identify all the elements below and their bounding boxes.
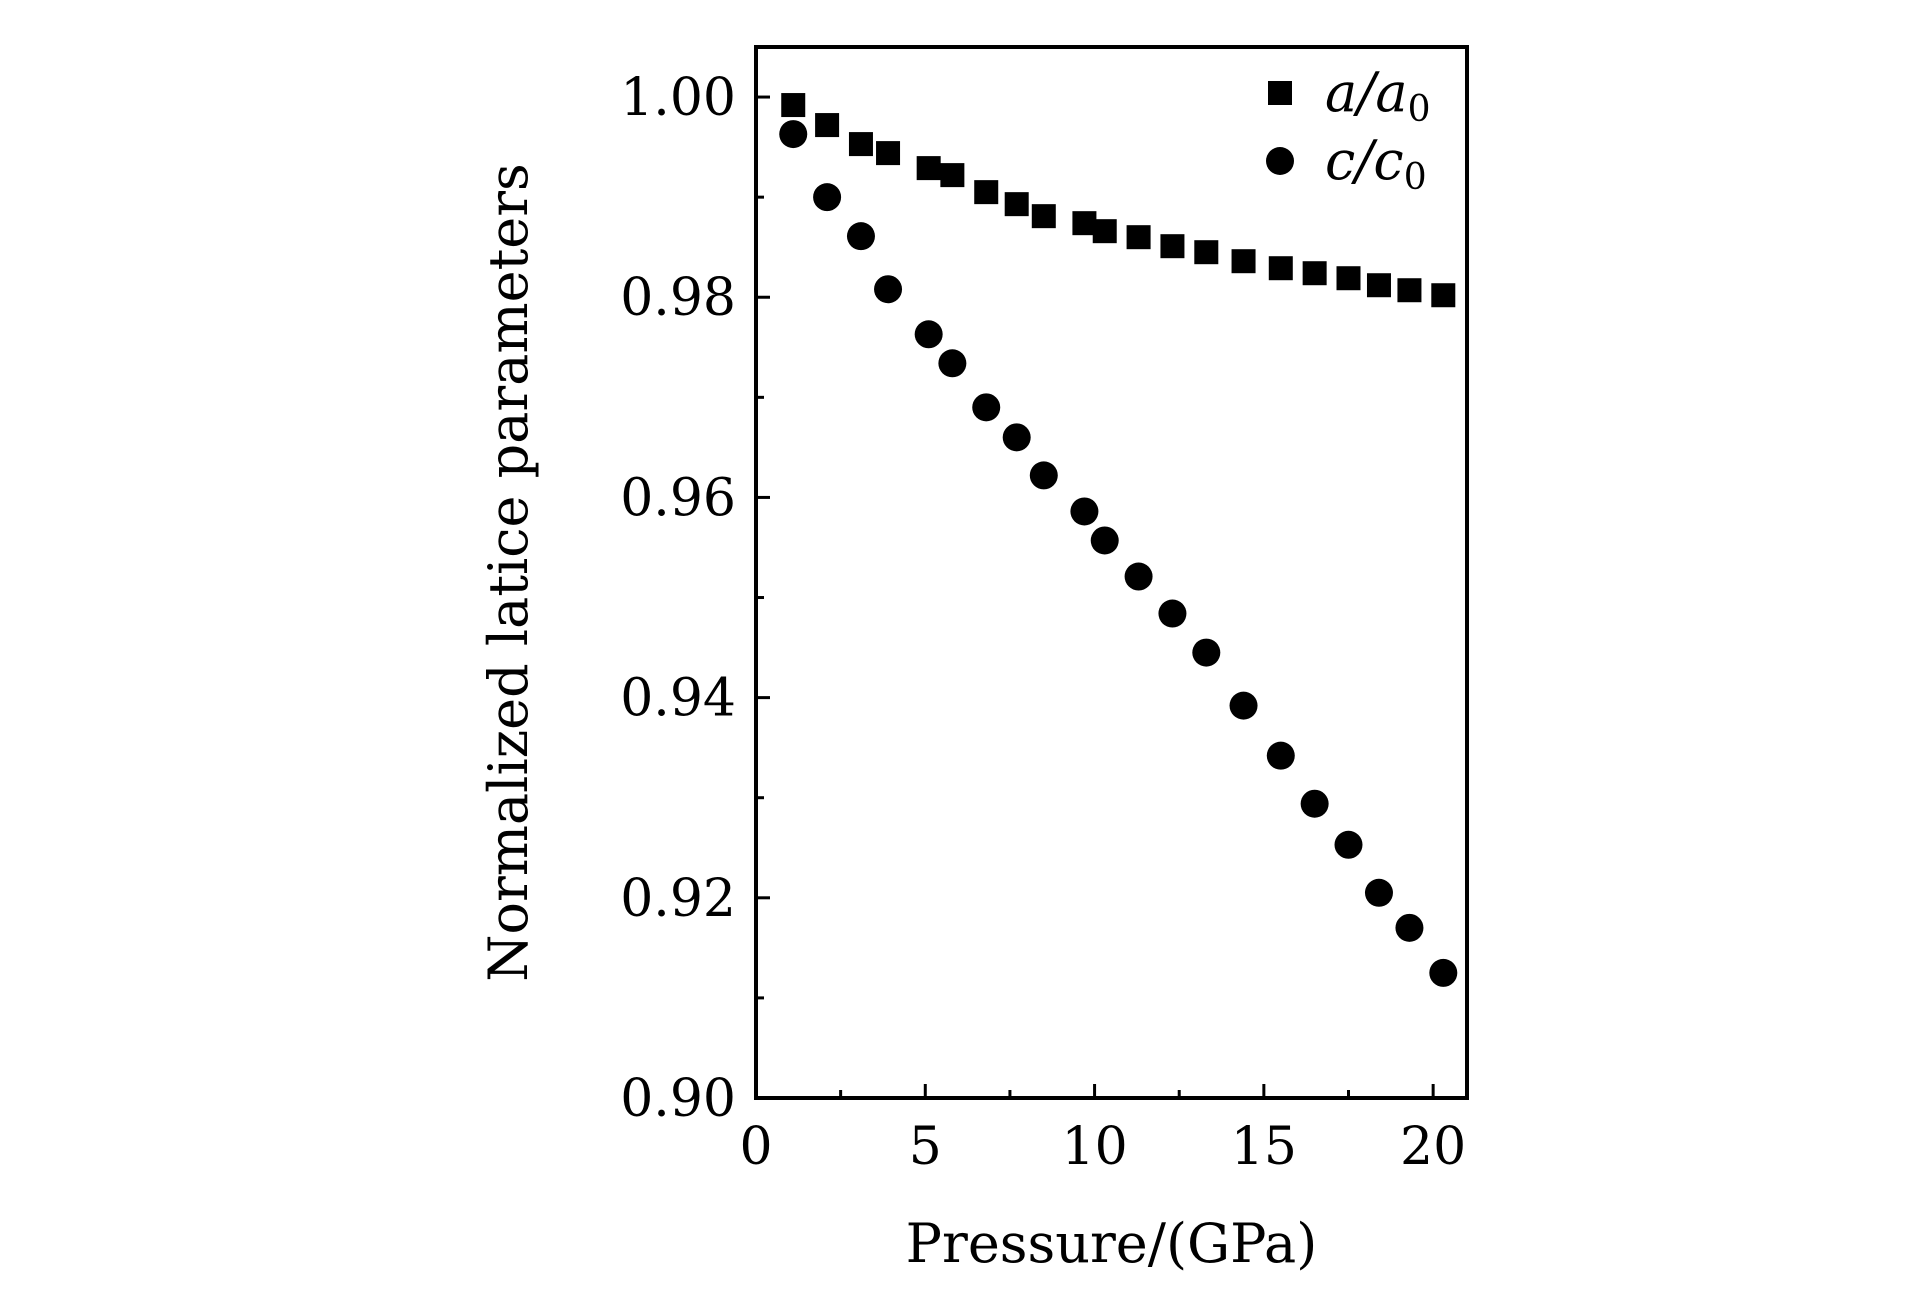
data-point-square xyxy=(974,180,999,205)
data-point-circle xyxy=(1300,789,1329,818)
data-point-circle xyxy=(813,183,842,212)
x-axis-title: Pressure/(GPa) xyxy=(906,1212,1318,1275)
y-axis-title: Normalized latice parameters xyxy=(477,163,540,982)
data-point-square xyxy=(1397,278,1422,303)
data-point-square xyxy=(1004,192,1029,217)
y-axis: 0.90 0.92 0.94 0.96 0.98 1.00 xyxy=(620,68,770,1129)
y-tick-label: 0.90 xyxy=(620,1069,736,1129)
data-point-square xyxy=(1336,266,1361,291)
data-point-square xyxy=(1072,211,1097,236)
data-point-square xyxy=(1031,204,1056,229)
legend-marker-square xyxy=(1268,81,1292,105)
x-tick-label: 5 xyxy=(909,1117,942,1177)
data-point-square xyxy=(1431,283,1456,308)
y-tick-label: 0.96 xyxy=(620,468,736,528)
data-point-circle xyxy=(1229,691,1258,720)
data-point-circle xyxy=(1192,638,1221,667)
data-point-circle xyxy=(1266,741,1295,770)
legend-label: c/c0 xyxy=(1325,129,1427,198)
y-tick-label: 1.00 xyxy=(620,68,736,128)
x-tick-label: 20 xyxy=(1400,1117,1466,1177)
data-point-circle xyxy=(1029,461,1058,490)
data-point-circle xyxy=(1395,913,1424,942)
data-point-circle xyxy=(938,349,967,378)
plot-frame xyxy=(754,45,1469,1100)
data-point-circle xyxy=(1364,878,1393,907)
data-point-square xyxy=(815,113,840,138)
data-point-circle xyxy=(1429,958,1458,987)
data-point-square xyxy=(1194,240,1219,265)
data-point-square xyxy=(1302,261,1327,286)
x-tick-label: 10 xyxy=(1061,1117,1127,1177)
data-point-square xyxy=(1160,234,1185,259)
data-point-circle xyxy=(972,393,1001,422)
data-point-square xyxy=(781,93,806,118)
data-point-square xyxy=(1092,219,1117,244)
data-point-circle xyxy=(846,222,875,251)
data-point-square xyxy=(916,156,941,181)
data-point-circle xyxy=(1090,526,1119,555)
data-point-square xyxy=(876,141,901,166)
data-point-square xyxy=(1366,273,1391,298)
data-point-circle xyxy=(914,320,943,349)
data-point-circle xyxy=(1070,497,1099,526)
data-point-circle xyxy=(1002,423,1031,452)
legend: a/a0c/c0 xyxy=(1266,61,1431,198)
legend-marker-circle xyxy=(1266,147,1294,175)
legend-label: a/a0 xyxy=(1325,61,1431,130)
data-series xyxy=(779,93,1458,987)
y-tick-label: 0.92 xyxy=(620,869,736,929)
x-tick-label: 0 xyxy=(739,1117,772,1177)
data-point-square xyxy=(1126,225,1151,250)
data-point-square xyxy=(1268,256,1293,281)
data-point-square xyxy=(848,132,873,157)
y-tick-label: 0.94 xyxy=(620,669,736,729)
data-point-circle xyxy=(1124,562,1153,591)
data-point-circle xyxy=(779,120,808,149)
data-point-square xyxy=(1231,249,1256,274)
data-point-circle xyxy=(1158,599,1187,628)
data-point-circle xyxy=(874,275,903,304)
data-point-circle xyxy=(1334,830,1363,859)
y-tick-label: 0.98 xyxy=(620,268,736,328)
x-tick-label: 15 xyxy=(1231,1117,1297,1177)
data-point-square xyxy=(940,163,965,188)
x-axis: 0 5 10 15 20 xyxy=(739,1084,1466,1177)
